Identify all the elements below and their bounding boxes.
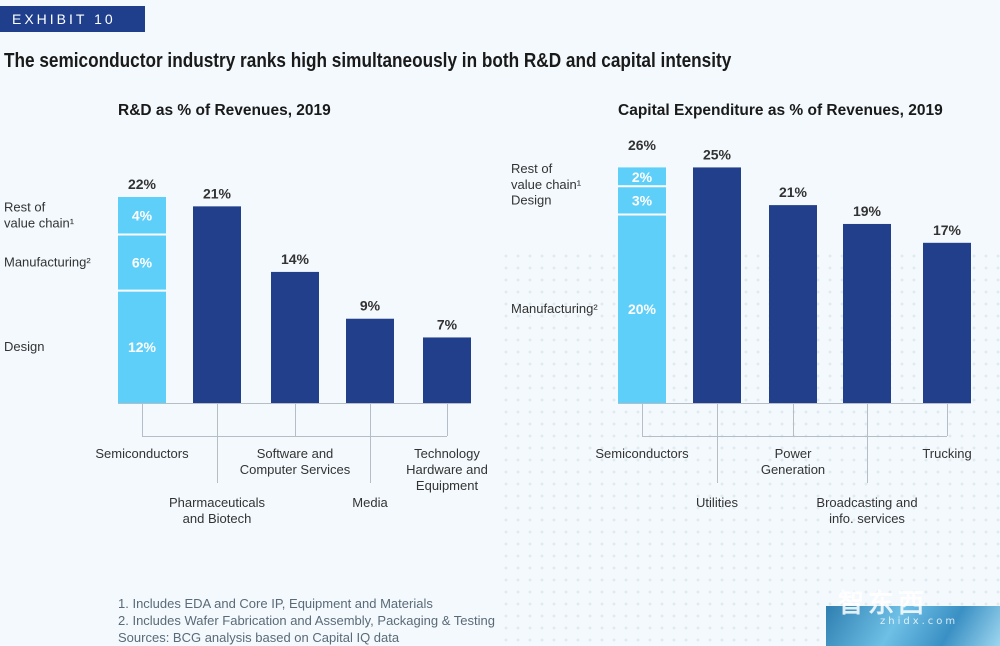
watermark-logo: 智东西: [838, 589, 929, 619]
chart-2-category-label-1-line-1: Semiconductors: [595, 446, 689, 461]
chart-2-category-label-4-line-1: Broadcasting and: [816, 495, 917, 510]
chart-1-value-label-4: 9%: [360, 298, 381, 314]
chart-1-segment-legend-1-line-1: Design: [4, 339, 44, 354]
chart-1-segment-label-2: 6%: [132, 255, 153, 271]
chart-2-value-label-1: 26%: [628, 137, 657, 153]
exhibit-label: EXHIBIT 10: [0, 6, 145, 32]
chart-1-segment-2: [118, 234, 166, 291]
chart-1-bar-4: [346, 318, 394, 403]
chart-2-category-label-5-line-1: Trucking: [922, 446, 971, 461]
chart-2-segment-label-3: 2%: [632, 169, 653, 185]
chart-1-segment-3: [118, 197, 166, 235]
chart-1-category-label-4-line-1: Media: [352, 495, 388, 510]
chart-2-category-label-3-line-1: Power: [775, 446, 813, 461]
chart-2-value-label-5: 17%: [933, 222, 962, 238]
chart-1-category-label-1-line-1: Semiconductors: [95, 446, 189, 461]
corner-decoration-image: [826, 606, 1000, 646]
chart-2-category-label-2-line-1: Utilities: [696, 495, 738, 510]
chart-1-bar-2: [193, 206, 241, 403]
chart-2-category-label-4-line-2: info. services: [829, 511, 905, 526]
watermark-url: zhidx.com: [880, 616, 959, 627]
page-title: The semiconductor industry ranks high si…: [4, 50, 732, 72]
chart-1-segment-legend-3-line-1: Rest of: [4, 200, 46, 215]
footnotes: 1. Includes EDA and Core IP, Equipment a…: [118, 595, 495, 646]
chart-2-segment-1: [618, 214, 666, 403]
chart-1-segment-label-1: 12%: [128, 339, 157, 355]
sources-note: Sources: BCG analysis based on Capital I…: [118, 630, 400, 645]
chart-1-category-label-5-line-1: Technology: [414, 446, 480, 461]
chart-2-segment-2: [618, 186, 666, 215]
chart-1-category-label-3-line-2: Computer Services: [240, 462, 351, 477]
chart-1-segment-label-3: 4%: [132, 208, 153, 224]
chart-title-1: R&D as % of Revenues, 2019: [118, 102, 331, 119]
chart-2-segment-legend-3-line-1: Rest of: [511, 161, 553, 176]
footnote-2: 2. Includes Wafer Fabrication and Assemb…: [118, 613, 495, 628]
chart-1-category-label-5-line-3: Equipment: [416, 478, 479, 493]
chart-1-category-label-5-line-2: Hardware and: [406, 462, 488, 477]
chart-1-value-label-5: 7%: [437, 316, 458, 332]
chart-2-value-label-3: 21%: [779, 184, 808, 200]
chart-2-value-label-2: 25%: [703, 146, 732, 162]
chart-1-segment-legend-3-line-2: value chain¹: [4, 216, 75, 231]
dot-pattern-background: [500, 250, 1000, 646]
chart-1-bar-5: [423, 337, 471, 403]
chart-1-category-label-2-line-1: Pharmaceuticals: [169, 495, 266, 510]
chart-title-2: Capital Expenditure as % of Revenues, 20…: [618, 102, 943, 119]
chart-1-value-label-3: 14%: [281, 251, 310, 267]
footnote-1: 1. Includes EDA and Core IP, Equipment a…: [118, 596, 433, 611]
chart-2-bar-4: [843, 223, 891, 403]
chart-2-value-label-4: 19%: [853, 203, 882, 219]
chart-2-bar-3: [769, 205, 817, 403]
chart-2-segment-legend-3-line-2: value chain¹: [511, 177, 582, 192]
chart-1-value-label-2: 21%: [203, 185, 232, 201]
chart-2-segment-3: [618, 167, 666, 187]
chart-1-value-label-1: 22%: [128, 176, 157, 192]
chart-2-segment-label-2: 3%: [632, 192, 653, 208]
chart-1-segment-1: [118, 290, 166, 403]
chart-1-segment-legend-2-line-1: Manufacturing²: [4, 255, 91, 270]
chart-2-segment-legend-1-line-1: Manufacturing²: [511, 301, 598, 316]
chart-1-category-label-3-line-1: Software and: [257, 446, 334, 461]
chart-2-segment-legend-2-line-1: Design: [511, 192, 551, 207]
chart-2-segment-label-1: 20%: [628, 301, 657, 317]
chart-1-bar-3: [271, 271, 319, 403]
chart-2-bar-2: [693, 167, 741, 403]
chart-2-category-label-3-line-2: Generation: [761, 462, 825, 477]
chart-2-bar-5: [923, 242, 971, 403]
chart-1-category-label-2-line-2: and Biotech: [183, 511, 252, 526]
